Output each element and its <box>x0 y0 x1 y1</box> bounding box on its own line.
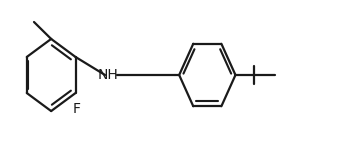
Text: F: F <box>72 102 80 116</box>
Text: NH: NH <box>98 68 118 82</box>
